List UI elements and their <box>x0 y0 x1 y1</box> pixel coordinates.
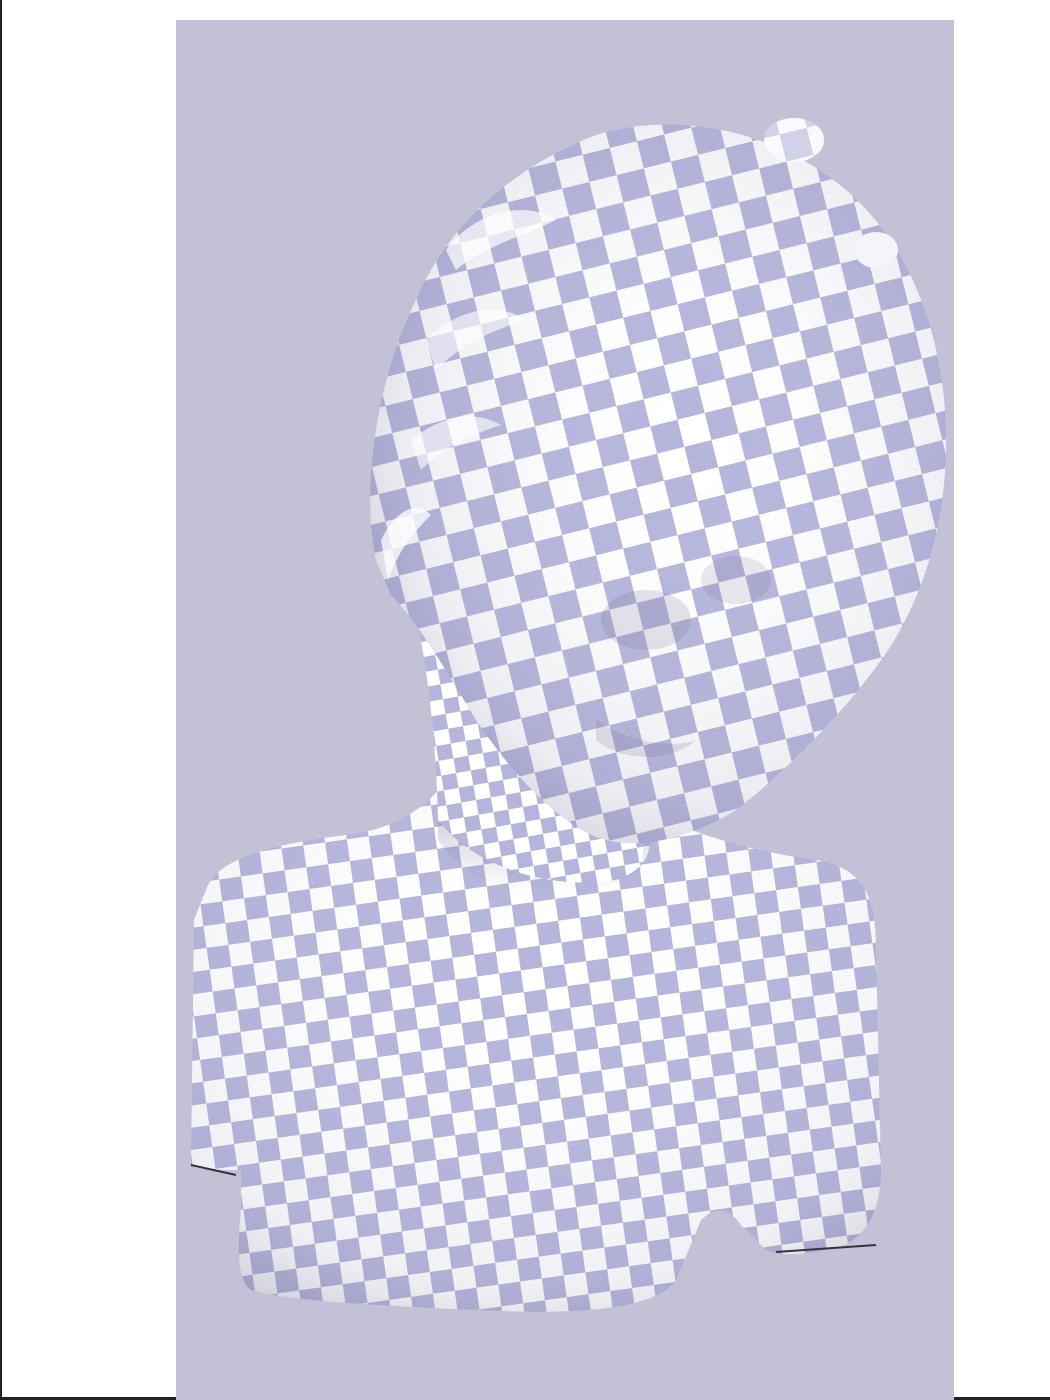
bust-head <box>370 118 947 844</box>
eye-shadow <box>601 590 691 650</box>
mesh-edge-left <box>190 1164 237 1176</box>
bust-shoulders <box>191 780 881 1312</box>
left-frame-line <box>0 0 2 1400</box>
hair-curl <box>854 232 898 268</box>
checkerboard-bust-render <box>176 20 954 1400</box>
mesh-edge-right <box>775 1244 877 1253</box>
render-viewport <box>176 20 954 1400</box>
